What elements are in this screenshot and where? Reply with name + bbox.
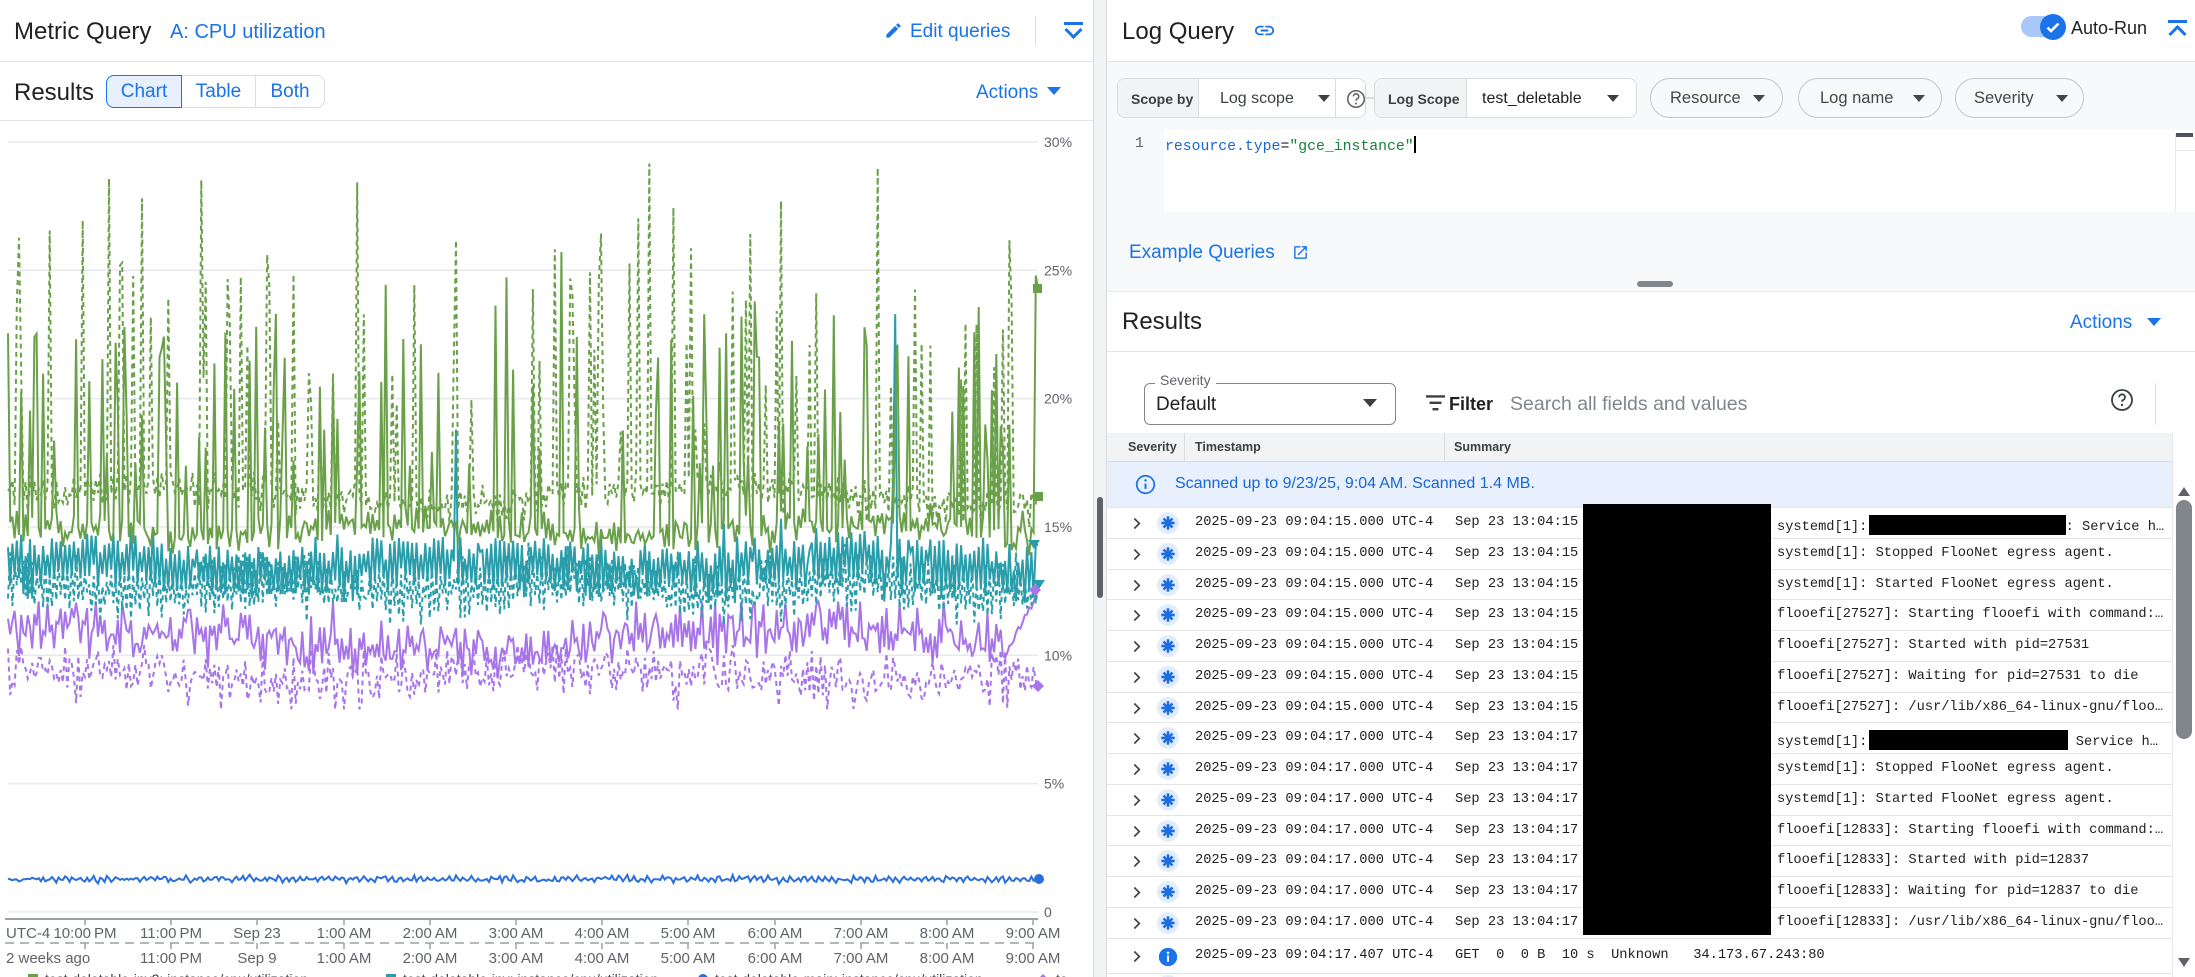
svg-text:6:00 AM: 6:00 AM [748, 950, 803, 967]
svg-text:5:00 AM: 5:00 AM [661, 925, 716, 942]
svg-text:3:00 AM: 3:00 AM [489, 925, 544, 942]
svg-text:8:00 AM: 8:00 AM [920, 925, 975, 942]
svg-text:20%: 20% [1044, 391, 1072, 407]
svg-text:30%: 30% [1044, 134, 1072, 150]
svg-text:4:00 AM: 4:00 AM [575, 950, 630, 967]
svg-text:9:00 AM: 9:00 AM [1006, 925, 1061, 942]
svg-text:Sep 9: Sep 9 [237, 950, 276, 967]
svg-text:0: 0 [1044, 904, 1052, 920]
svg-text:test-deletable-inv2: instance/: test-deletable-inv2: instance/cpu/utiliz… [45, 971, 308, 977]
svg-text:2 weeks ago: 2 weeks ago [6, 950, 90, 967]
svg-text:10%: 10% [1044, 647, 1072, 663]
svg-text:7:00 AM: 7:00 AM [834, 950, 889, 967]
svg-text:1:00 AM: 1:00 AM [317, 950, 372, 967]
svg-text:2:00 AM: 2:00 AM [403, 925, 458, 942]
svg-text:11:00 PM: 11:00 PM [140, 925, 202, 942]
svg-text:15%: 15% [1044, 519, 1072, 535]
svg-text:te: te [1056, 971, 1068, 977]
svg-text:test-deletable-inv: instance/c: test-deletable-inv: instance/cpu/utiliza… [403, 971, 658, 977]
svg-text:5%: 5% [1044, 776, 1064, 792]
svg-text:7:00 AM: 7:00 AM [834, 925, 889, 942]
svg-text:2:00 AM: 2:00 AM [403, 950, 458, 967]
svg-text:3:00 AM: 3:00 AM [489, 950, 544, 967]
svg-text:10:00 PM: 10:00 PM [53, 925, 116, 942]
svg-text:6:00 AM: 6:00 AM [748, 925, 803, 942]
svg-text:8:00 AM: 8:00 AM [920, 950, 975, 967]
svg-text:9:00 AM: 9:00 AM [1006, 950, 1061, 967]
svg-text:test-deletable-main: instance/: test-deletable-main: instance/cpu/utiliz… [715, 971, 983, 977]
svg-text:Sep 23: Sep 23 [233, 925, 281, 942]
svg-text:5:00 AM: 5:00 AM [661, 950, 716, 967]
svg-text:1:00 AM: 1:00 AM [317, 925, 372, 942]
svg-text:UTC-4: UTC-4 [6, 925, 50, 942]
svg-text:11:00 PM: 11:00 PM [140, 950, 202, 967]
svg-text:25%: 25% [1044, 262, 1072, 278]
svg-text:4:00 AM: 4:00 AM [575, 925, 630, 942]
